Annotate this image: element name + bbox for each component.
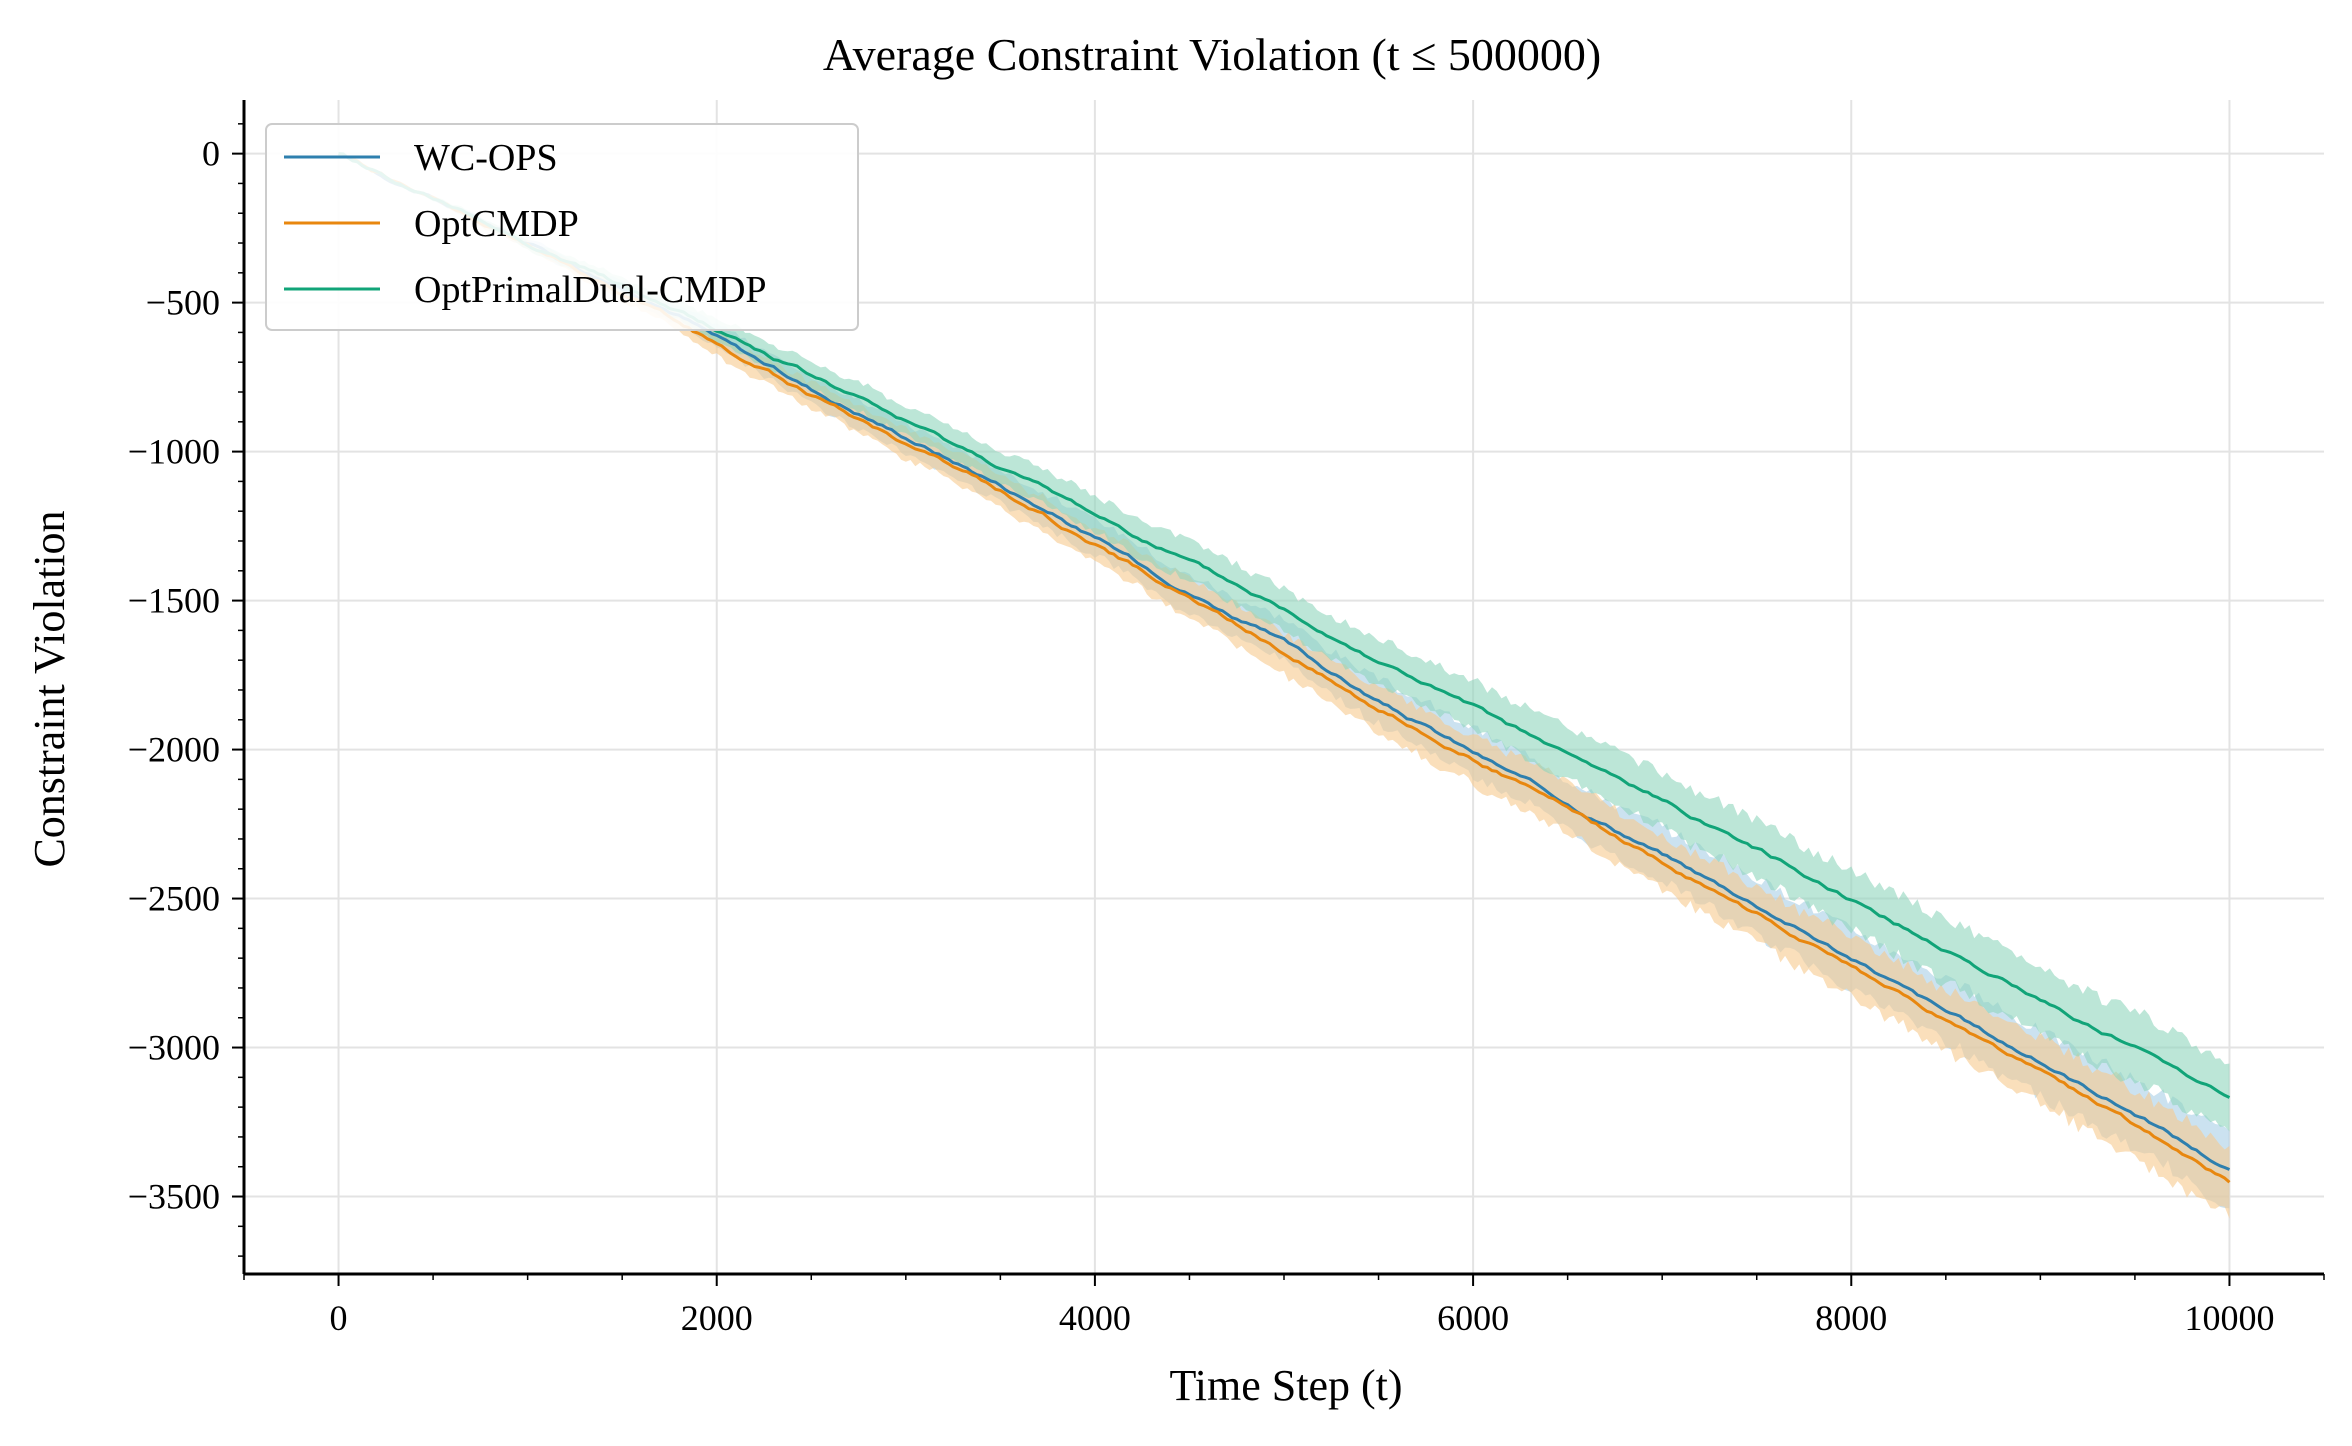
x-tick-label: 0 bbox=[330, 1298, 348, 1338]
x-tick-label: 2000 bbox=[681, 1298, 753, 1338]
x-tick-label: 8000 bbox=[1815, 1298, 1887, 1338]
y-tick-label: −500 bbox=[146, 283, 220, 323]
legend-frame bbox=[265, 123, 859, 331]
legend: WC-OPS OptCMDP OptPrimalDual-CMDP bbox=[265, 123, 859, 331]
y-tick-label: −3500 bbox=[128, 1177, 220, 1217]
legend-label-optcmdp: OptCMDP bbox=[414, 203, 579, 245]
legend-label-wc-ops: WC-OPS bbox=[414, 137, 558, 179]
x-tick-label: 4000 bbox=[1059, 1298, 1131, 1338]
chart-title: Average Constraint Violation (t ≤ 500000… bbox=[823, 29, 1601, 80]
legend-label-optprimaldual-cmdp: OptPrimalDual-CMDP bbox=[414, 269, 767, 311]
y-tick-label: −3000 bbox=[128, 1028, 220, 1068]
x-axis-label: Time Step (t) bbox=[1169, 1361, 1402, 1410]
y-axis-label: Constraint Violation bbox=[25, 510, 74, 867]
y-tick-label: 0 bbox=[202, 134, 220, 174]
y-tick-label: −1500 bbox=[128, 581, 220, 621]
y-tick-label: −1000 bbox=[128, 432, 220, 472]
x-tick-label: 6000 bbox=[1437, 1298, 1509, 1338]
y-tick-label: −2000 bbox=[128, 730, 220, 770]
band-optprimaldual-cmdp bbox=[338, 153, 2230, 1132]
axes: 0 2000 4000 6000 8000 10000 0 −500 −1000 −1500 −20… bbox=[128, 100, 2325, 1338]
y-tick-label: −2500 bbox=[128, 879, 220, 919]
confidence-bands bbox=[338, 153, 2230, 1219]
x-tick-label: 10000 bbox=[2184, 1298, 2274, 1338]
